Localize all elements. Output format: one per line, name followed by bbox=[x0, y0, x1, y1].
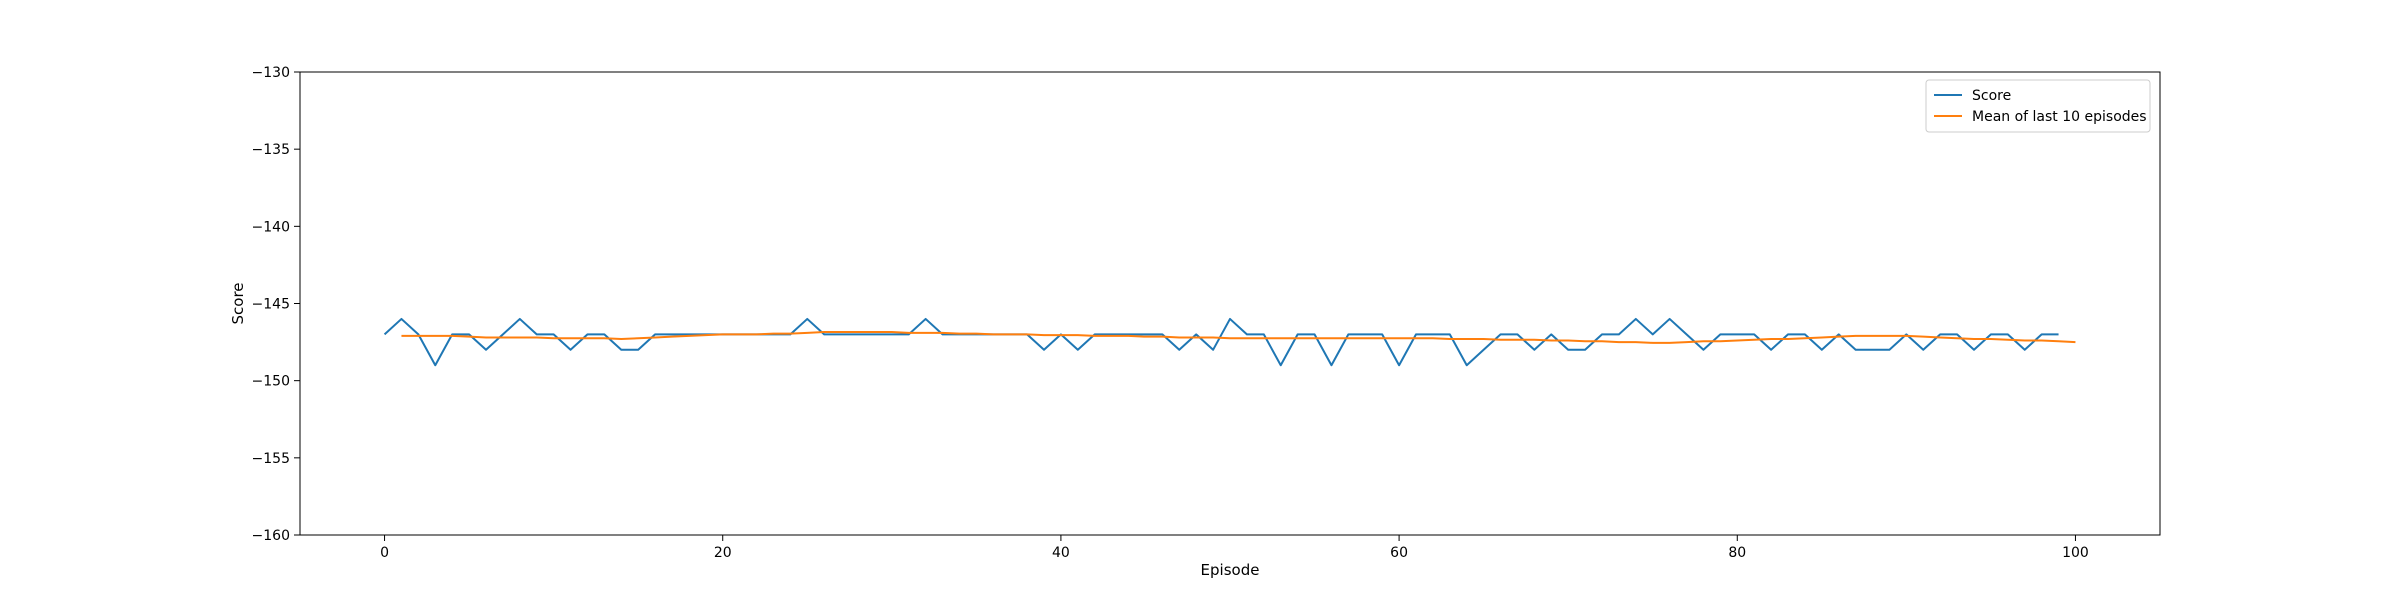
series-layer bbox=[383, 317, 2076, 367]
x-axis: 0 20 40 60 80 100 bbox=[380, 535, 2089, 561]
x-tick-label: 60 bbox=[1390, 545, 1408, 561]
plot-area-frame bbox=[299, 71, 2161, 536]
y-tick-label: −135 bbox=[252, 142, 290, 158]
y-axis: −160 −155 −150 −145 −140 −135 −130 bbox=[252, 65, 300, 544]
x-axis-label: Episode bbox=[1201, 561, 1260, 579]
x-tick-label: 100 bbox=[2062, 545, 2089, 561]
y-tick-label: −130 bbox=[252, 65, 290, 81]
y-tick-label: −140 bbox=[252, 219, 290, 235]
legend-entry-mean: Mean of last 10 episodes bbox=[1972, 109, 2147, 125]
legend-box bbox=[1925, 79, 2151, 133]
y-tick-label: −155 bbox=[252, 451, 290, 467]
legend-entry-score: Score bbox=[1972, 88, 2011, 104]
score-series-line bbox=[383, 317, 2059, 367]
y-tick-label: −145 bbox=[252, 297, 290, 313]
y-axis-label: Score bbox=[229, 282, 247, 324]
y-tick-label: −150 bbox=[252, 374, 290, 390]
mean-series-line bbox=[401, 331, 2076, 344]
x-tick-label: 20 bbox=[714, 545, 732, 561]
x-tick-label: 40 bbox=[1052, 545, 1070, 561]
legend: Score Mean of last 10 episodes bbox=[1925, 79, 2151, 133]
x-tick-label: 80 bbox=[1728, 545, 1746, 561]
y-tick-label: −160 bbox=[252, 528, 290, 544]
x-tick-label: 0 bbox=[380, 545, 389, 561]
